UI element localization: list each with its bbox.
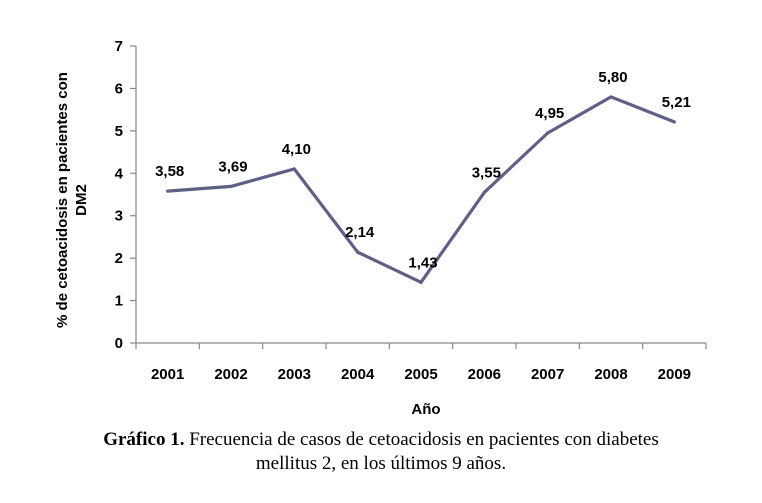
y-axis-title: % de cetoacidosis en pacientes con DM2	[54, 72, 90, 328]
data-point	[166, 189, 170, 193]
data-label: 3,55	[472, 164, 501, 181]
data-point	[482, 190, 486, 194]
data-point	[609, 95, 613, 99]
figure-caption: Gráfico 1. Frecuencia de casos de cetoac…	[0, 428, 762, 476]
x-tick-label: 2002	[214, 366, 247, 383]
data-point	[356, 250, 360, 254]
y-tick-label: 0	[115, 335, 123, 352]
series-plot	[166, 95, 676, 285]
x-tick-label: 2005	[404, 366, 437, 383]
x-tick-label: 2008	[594, 366, 627, 383]
data-label: 3,58	[155, 163, 184, 180]
x-tick-label: 2007	[531, 366, 564, 383]
y-tick-label: 4	[115, 165, 124, 182]
data-labels: 3,58 3,69 4,10 2,14 1,43 3,55 4,95 5,80 5,21	[155, 69, 691, 271]
y-tick-label: 1	[115, 293, 123, 310]
data-point	[672, 120, 676, 124]
x-tick-label: 2004	[341, 366, 375, 383]
y-tick-label: 2	[115, 250, 123, 267]
data-point	[229, 184, 233, 189]
data-label: 1,43	[408, 254, 437, 271]
data-label: 3,69	[218, 158, 247, 175]
x-tick-label: 2006	[468, 366, 501, 383]
data-point	[546, 131, 550, 135]
y-tick-label: 7	[115, 38, 123, 55]
data-label: 5,21	[662, 94, 691, 111]
y-axis: 0 1 2 3 4 5 6 7	[115, 38, 137, 352]
caption-line-1: Frecuencia de casos de cetoacidosis en p…	[189, 429, 659, 450]
data-label: 4,10	[282, 141, 311, 158]
y-tick-label: 6	[115, 80, 123, 97]
x-axis-title: Año	[411, 401, 440, 418]
y-axis-title-line-1: % de cetoacidosis en pacientes con	[54, 72, 71, 328]
data-point	[419, 280, 423, 284]
caption-line-2: mellitus 2, en los últimos 9 años.	[255, 453, 507, 474]
y-axis-title-line-2: DM2	[73, 184, 90, 216]
data-label: 4,95	[535, 105, 564, 122]
caption-label: Gráfico 1.	[103, 429, 185, 450]
data-label: 5,80	[598, 69, 627, 86]
x-tick-label: 2009	[658, 366, 691, 383]
y-tick-label: 3	[115, 208, 123, 225]
x-axis: 2001 2002 2003 2004 2005 2006 2007 2008 2009	[135, 342, 707, 383]
x-tick-label: 2003	[278, 366, 311, 383]
y-tick-label: 5	[115, 123, 123, 140]
x-tick-label: 2001	[151, 366, 184, 383]
data-label: 2,14	[345, 224, 375, 241]
data-point	[292, 167, 296, 171]
